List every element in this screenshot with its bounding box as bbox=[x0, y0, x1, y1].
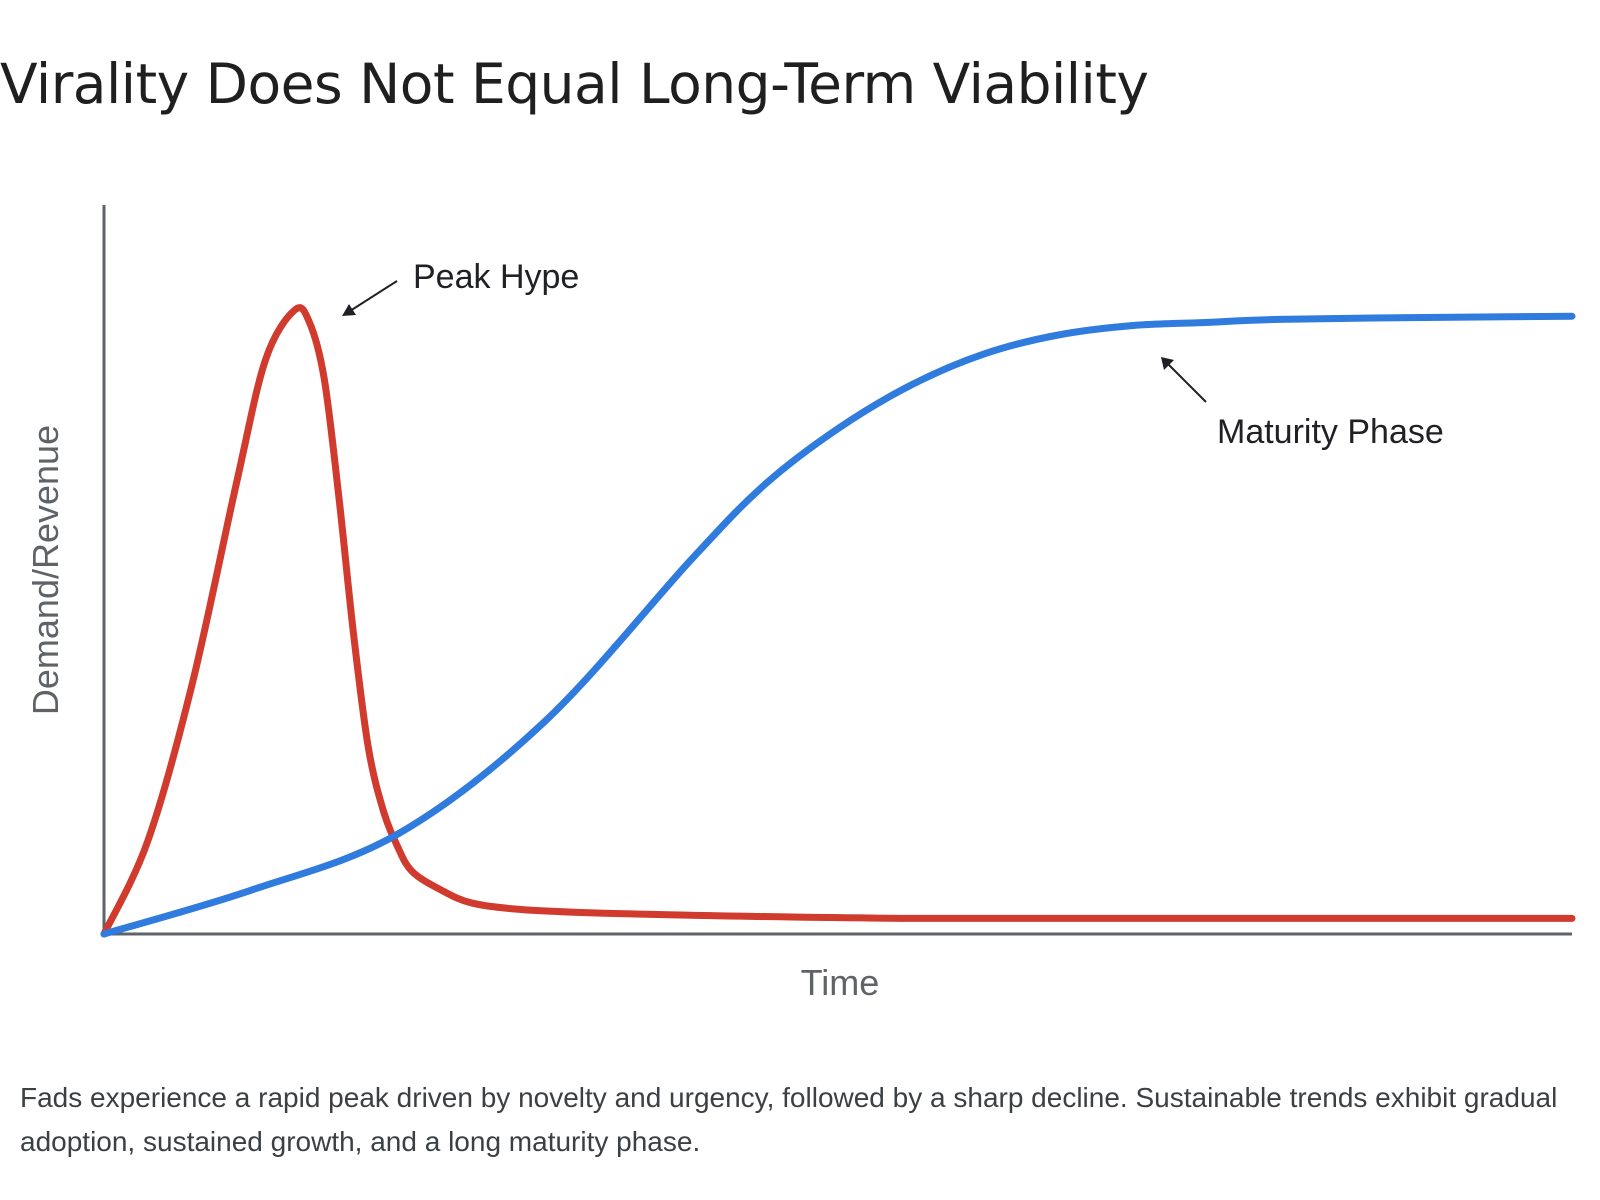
page-title: Virality Does Not Equal Long-Term Viabil… bbox=[0, 52, 1149, 116]
series-lines bbox=[100, 304, 1576, 938]
annotation-maturity-phase: Maturity Phase bbox=[1217, 413, 1444, 451]
annotation-peak-hype: Peak Hype bbox=[413, 258, 579, 296]
maturity-phase-arrowhead bbox=[1161, 357, 1174, 370]
chart: Peak Hype Maturity Phase Time Demand/Rev… bbox=[25, 205, 1576, 1003]
sustainable-curve bbox=[100, 312, 1576, 938]
peak-hype-arrow bbox=[349, 280, 398, 312]
y-axis-label: Demand/Revenue bbox=[25, 425, 66, 715]
maturity-phase-arrow bbox=[1167, 363, 1207, 403]
fad-curve bbox=[100, 304, 1576, 938]
caption: Fads experience a rapid peak driven by n… bbox=[20, 1082, 1558, 1157]
peak-hype-arrowhead bbox=[342, 304, 356, 316]
x-axis-label: Time bbox=[801, 962, 880, 1003]
